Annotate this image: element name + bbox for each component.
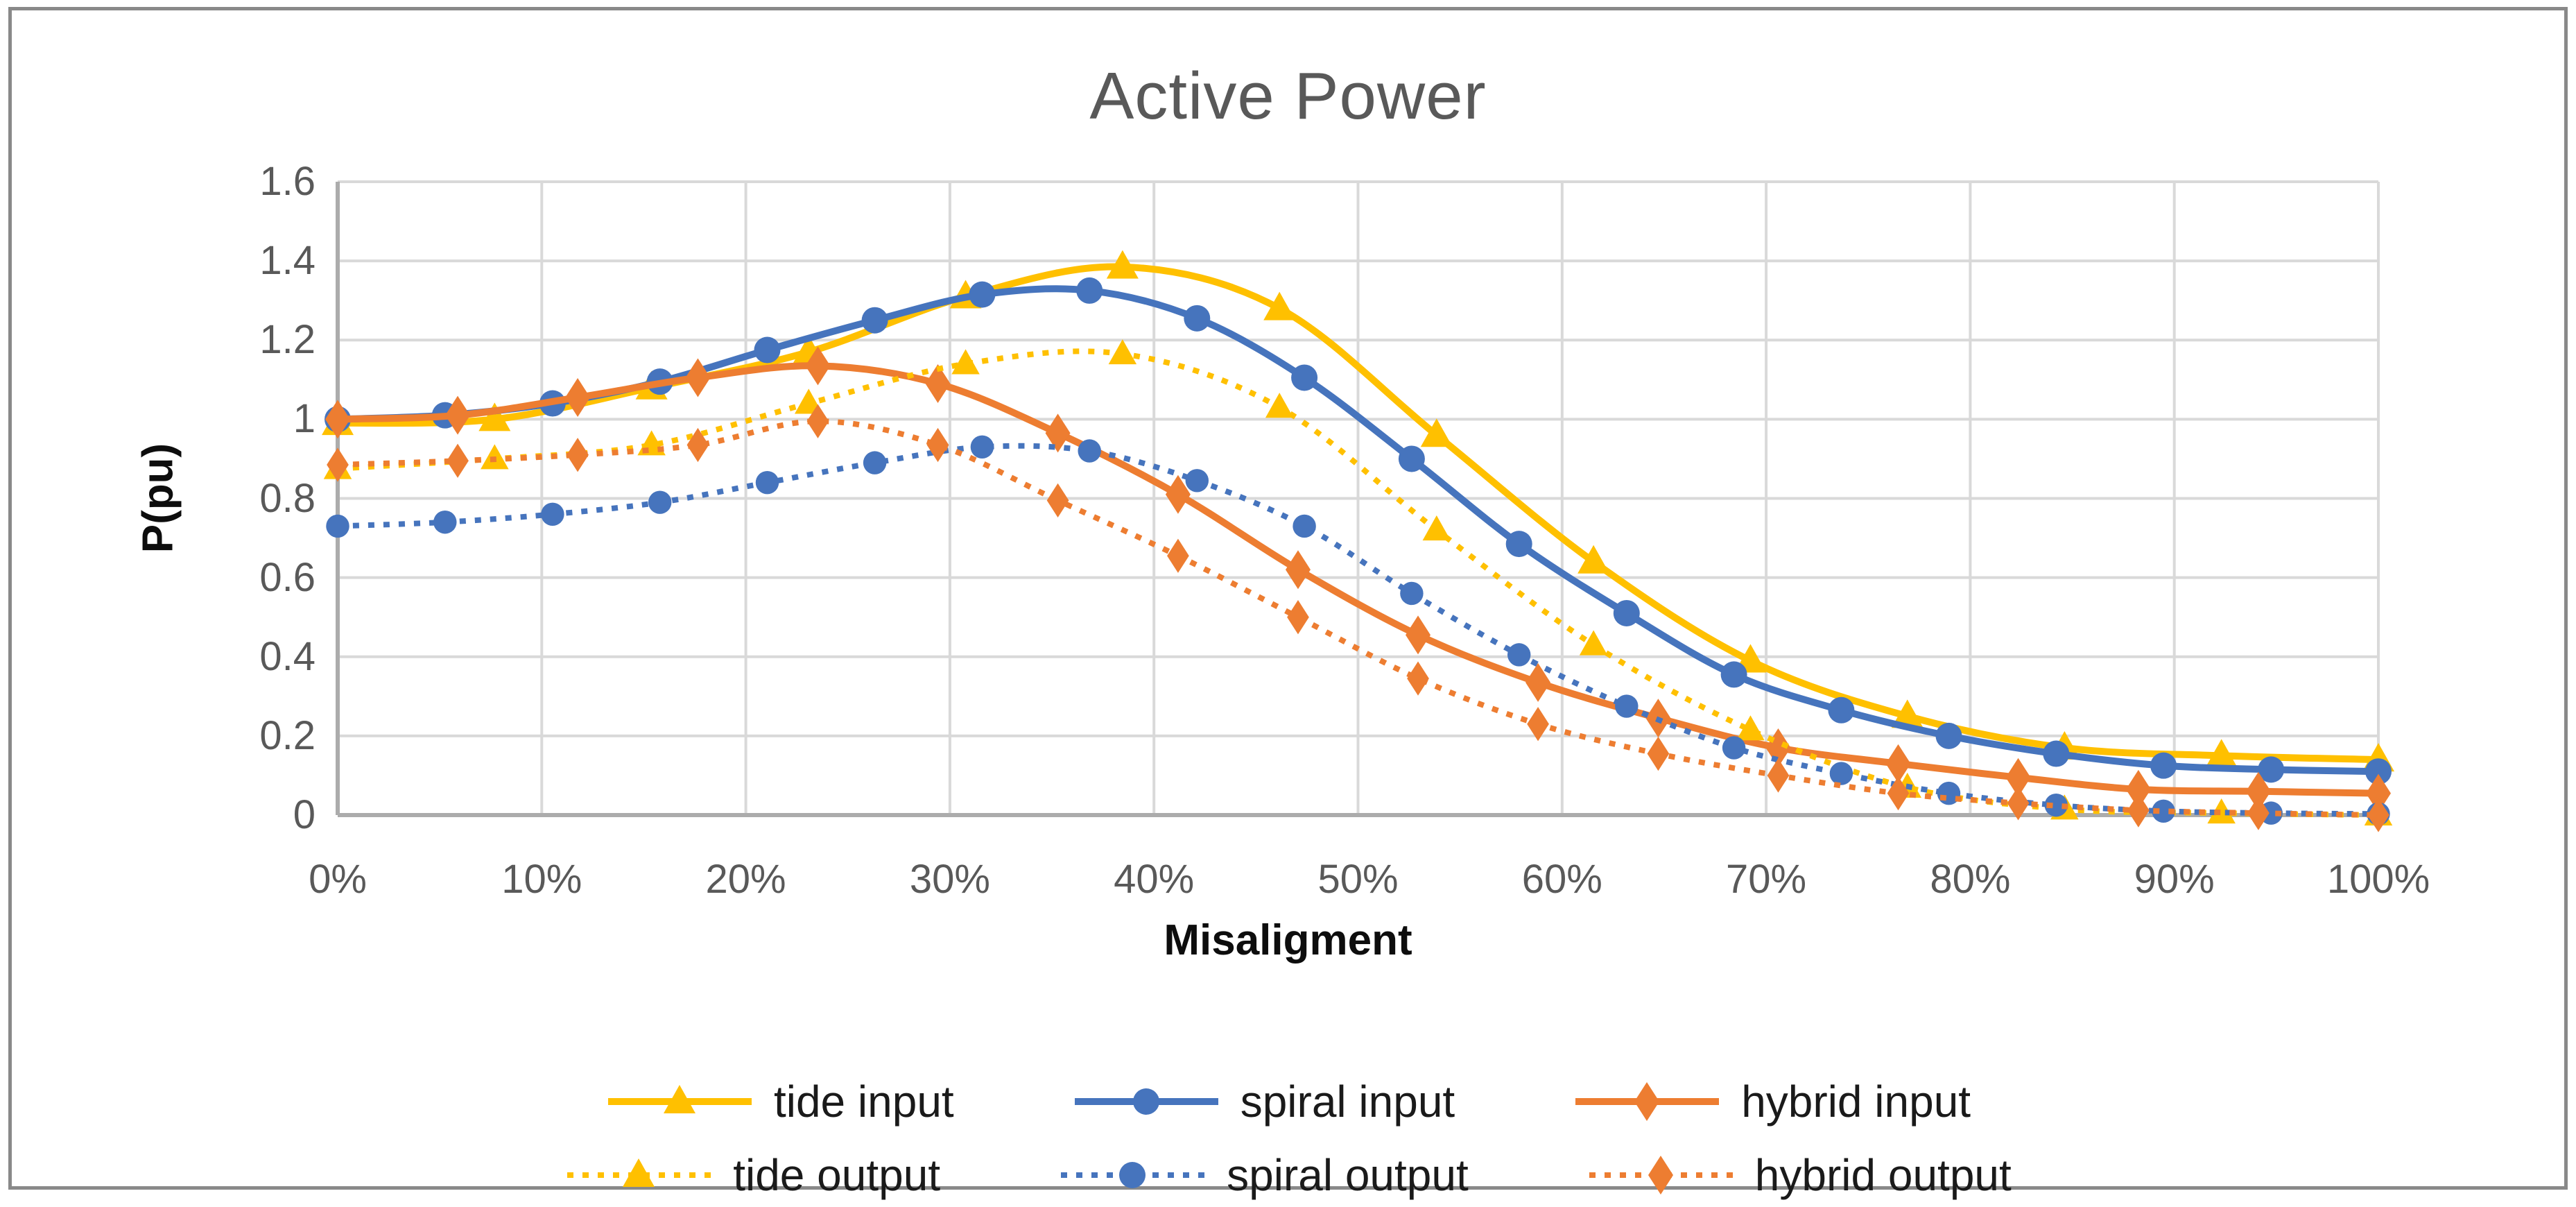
circle-marker-icon [1132,1088,1159,1115]
legend-item-tide-input: tide input [605,1075,954,1128]
x-tick-label: 10% [501,857,582,902]
diamond-marker-icon [1648,1156,1673,1195]
triangle-marker-icon [663,1085,695,1113]
spiral-output-legend-swatch [1061,1162,1205,1188]
x-tick-label: 40% [1114,857,1195,902]
legend-label: hybrid input [1741,1077,1971,1127]
x-tick-label: 50% [1317,857,1399,902]
y-tick-label: 0.4 [259,633,315,679]
tide-input-legend-swatch [607,1085,752,1113]
x-tick-label: 60% [1521,857,1602,902]
chart-outer-border [8,7,2568,1190]
tide-output-legend-swatch [567,1158,711,1187]
legend-row: tide output spiral output hybrid output [0,1143,2576,1207]
y-tick-label: 0.8 [259,475,315,521]
x-axis-title: Misaligment [1164,916,1412,964]
x-tick-label: 80% [1930,857,2011,902]
legend-label: hybrid output [1754,1150,2012,1200]
y-tick-label: 0 [293,792,315,837]
legend-item-hybrid-input: hybrid input [1573,1075,1971,1128]
legend-item-hybrid-output: hybrid output [1587,1149,2012,1201]
spiral-input-legend-swatch [1074,1088,1218,1115]
x-tick-label: 70% [1726,857,1807,902]
series-hybrid-input [325,346,2391,813]
x-tick-label: 30% [909,857,990,902]
diamond-marker-icon [1634,1082,1660,1121]
y-axis-title: P(pu) [134,443,182,554]
chart-title: Active Power [1089,59,1487,133]
legend-label: tide output [733,1150,941,1200]
gridlines [336,180,2380,816]
series-spiral-output [326,435,2390,826]
x-tick-label: 100% [2326,857,2430,902]
y-tick-label: 0.6 [259,554,315,600]
legend: tide input spiral input hybrid input tide o… [0,1070,2576,1207]
triangle-marker-icon [623,1158,655,1187]
hybrid-output-legend-swatch [1589,1156,1733,1195]
legend-item-spiral-input: spiral input [1072,1075,1455,1128]
x-tick-label: 90% [2134,857,2215,902]
y-tick-label: 1 [293,396,315,442]
x-tick-label: 20% [705,857,786,902]
legend-label: spiral input [1240,1077,1455,1127]
y-tick-label: 0.2 [259,712,315,758]
hybrid-input-legend-swatch [1575,1082,1720,1121]
series-hybrid-output [327,404,2389,832]
legend-row: tide input spiral input hybrid input [0,1070,2576,1133]
y-tick-label: 1.2 [259,317,315,363]
legend-item-spiral-output: spiral output [1058,1149,1469,1201]
legend-label: spiral output [1227,1150,1469,1200]
legend-label: tide input [773,1077,954,1127]
axis-lines [336,182,2378,817]
circle-marker-icon [1119,1162,1146,1188]
legend-item-tide-output: tide output [564,1149,940,1201]
x-tick-label: 0% [309,857,367,902]
y-tick-label: 1.6 [259,159,315,204]
y-tick-label: 1.4 [259,238,315,284]
